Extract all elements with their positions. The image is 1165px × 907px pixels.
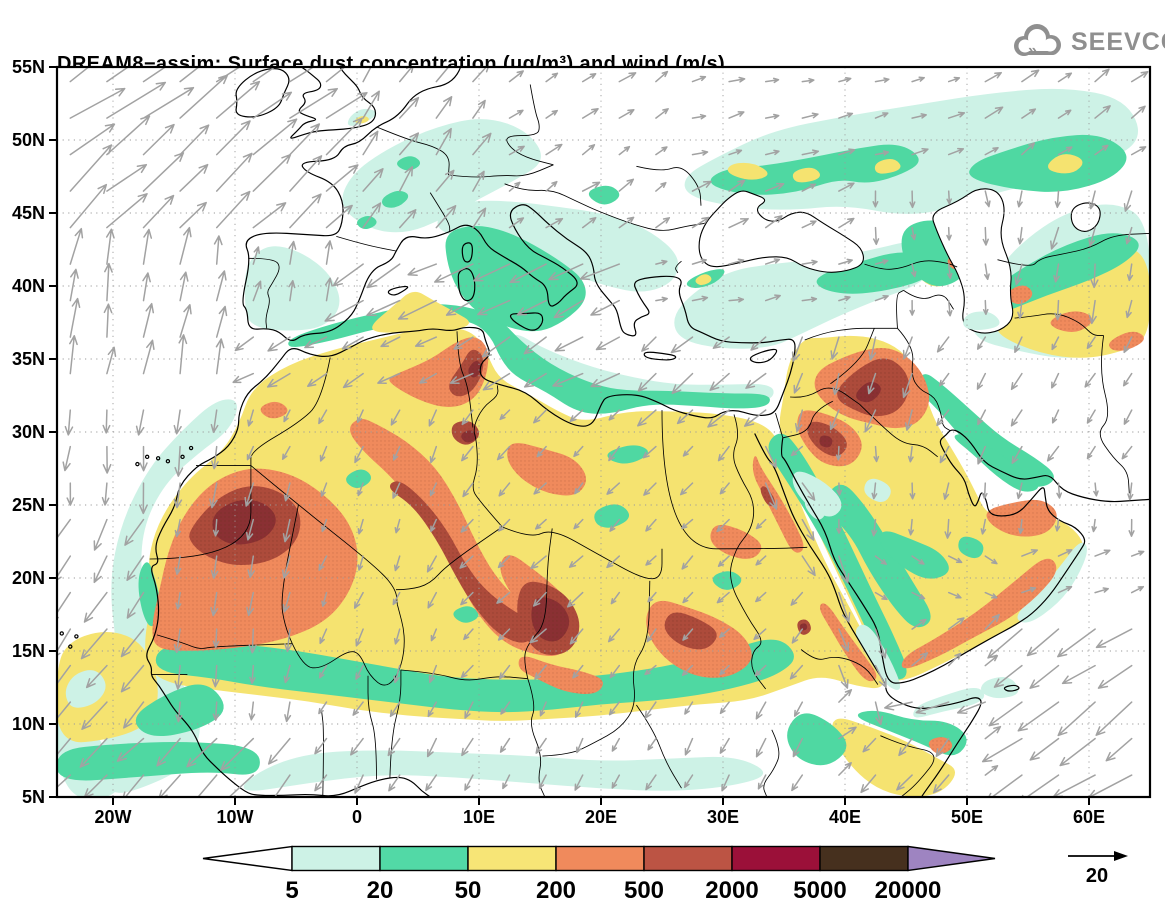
legend-value: 2000 [705,877,758,904]
lon-label: 0 [352,807,362,827]
cloud-icon: » [1014,24,1061,59]
lat-axis-labels: 55N 50N 45N 40N 35N 30N 25N 20N 15N 10N 5N [12,57,45,807]
lat-label: 40N [12,276,45,296]
wind-reference-label: 20 [1086,865,1108,887]
lat-label: 50N [12,130,45,150]
graticule [57,67,1150,797]
lon-label: 60E [1073,807,1105,827]
legend-below-min-arrow [202,845,293,872]
wind-reference: 20 [1068,851,1128,887]
lat-label: 15N [12,641,45,661]
lat-label: 45N [12,203,45,223]
legend-value: 200 [536,877,576,904]
legend-segment [819,845,909,872]
lat-label: 55N [12,57,45,77]
legend-segment [555,845,645,872]
lon-label: 30E [707,807,739,827]
axis-ticks [49,66,1090,805]
legend-value: 20 [367,877,394,904]
colorbar-legend: 5 20 50 200 500 2000 5000 20000 [202,845,996,904]
legend-segment [467,845,557,872]
map-layers [57,67,1150,797]
coastlines [59,67,1150,797]
lon-label: 40E [829,807,861,827]
legend-segment [379,845,469,872]
seevccc-logo: » SEEVCCC [1008,20,1165,64]
legend-value: 500 [624,877,664,904]
legend-value: 5 [285,877,298,904]
legend-value: 50 [455,877,482,904]
svg-text:»: » [1028,42,1037,59]
logo-text: SEEVCCC [1071,27,1165,56]
lat-label: 35N [12,349,45,369]
legend-above-max-arrow [907,845,996,872]
lon-label: 50E [951,807,983,827]
lon-axis-labels: 20W 10W 0 10E 20E 30E 40E 50E 60E [94,807,1105,827]
lon-label: 20W [94,807,131,827]
legend-value: 5000 [793,877,846,904]
lat-label: 30N [12,422,45,442]
dust-5-20-accents [65,471,1087,718]
lat-label: 10N [12,714,45,734]
lon-label: 10E [463,807,495,827]
lon-label: 20E [585,807,617,827]
dust-50-200-accents [354,115,1083,333]
country-borders [149,84,1150,797]
lat-label: 25N [12,495,45,515]
lat-label: 5N [22,787,45,807]
legend-segment [643,845,733,872]
legend-value: 20000 [875,877,942,904]
lat-label: 20N [12,568,45,588]
stipple-texture [212,361,881,642]
legend-segment [291,845,381,872]
inland-seas [698,188,1101,334]
lon-label: 10W [216,807,253,827]
legend-segment [731,845,821,872]
wind-vector-layer [57,67,1149,797]
